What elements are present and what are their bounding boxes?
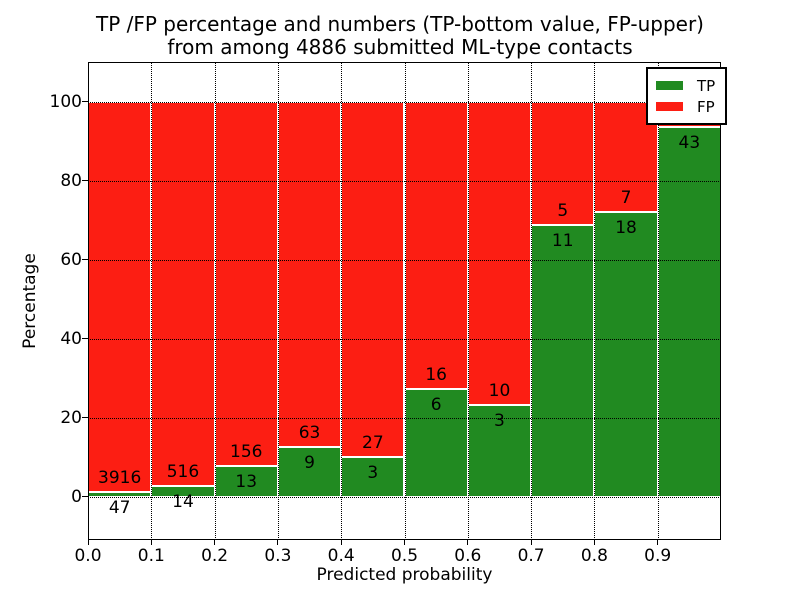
- tp-color-swatch: [656, 81, 683, 90]
- x-tick-label: 0.4: [327, 546, 355, 566]
- tp-count-label-2: 13: [235, 472, 258, 493]
- gridline-vertical: [657, 62, 659, 540]
- bar-segment-tp-9: [657, 127, 721, 497]
- gridline-horizontal: [88, 180, 721, 182]
- y-tick-label: 80: [60, 170, 82, 191]
- fp-count-label-2: 156: [230, 442, 263, 463]
- plot-area: 3916475161415613639273166103511718343: [88, 62, 721, 540]
- bar-segment-fp-3: [277, 101, 342, 448]
- gridline-vertical: [151, 62, 153, 540]
- gridline-horizontal: [88, 101, 721, 103]
- x-tick-label: 0.6: [454, 546, 482, 566]
- legend-entry-tp: TP: [656, 75, 715, 96]
- tp-count-label-0: 47: [108, 497, 131, 518]
- y-axis-tick: [82, 259, 88, 261]
- y-tick-label: 20: [60, 407, 82, 428]
- x-axis-tick: [593, 540, 595, 545]
- x-axis-tick: [340, 540, 342, 545]
- legend-entry-fp: FP: [656, 96, 715, 117]
- x-tick-label: 0.9: [644, 546, 672, 566]
- x-axis-tick: [150, 540, 152, 545]
- gridline-vertical: [531, 62, 533, 540]
- x-axis-tick: [87, 540, 89, 545]
- chart-title-line1: TP /FP percentage and numbers (TP-bottom…: [96, 12, 704, 36]
- bar-segment-tp-2: [214, 466, 278, 497]
- x-axis-tick: [277, 540, 279, 545]
- gridline-horizontal: [88, 496, 721, 498]
- gridline-horizontal: [88, 338, 721, 340]
- bar-segment-fp-6: [467, 101, 532, 406]
- fp-count-label-4: 27: [362, 433, 384, 454]
- legend-label-fp: FP: [697, 97, 715, 116]
- chart-title: TP /FP percentage and numbers (TP-bottom…: [0, 13, 800, 59]
- tp-count-label-8: 18: [615, 218, 637, 239]
- y-tick-label: 60: [60, 249, 82, 270]
- x-axis-tick: [467, 540, 469, 545]
- x-tick-label: 0.8: [580, 546, 608, 566]
- gridline-vertical: [341, 62, 343, 540]
- gridline-vertical: [277, 62, 279, 540]
- fp-color-swatch: [656, 102, 683, 111]
- fp-count-label-5: 16: [425, 364, 447, 385]
- y-tick-label: 40: [60, 328, 82, 349]
- x-axis-label: Predicted probability: [316, 565, 493, 585]
- gridline-horizontal: [88, 417, 721, 419]
- x-tick-label: 0.3: [264, 546, 292, 566]
- tp-count-label-5: 6: [430, 394, 442, 415]
- x-tick-label: 0.2: [201, 546, 229, 566]
- chart-title-line2: from among 4886 submitted ML-type contac…: [167, 35, 633, 59]
- x-tick-label: 0.5: [390, 546, 419, 566]
- fp-count-label-7: 5: [557, 200, 569, 221]
- fp-count-label-6: 10: [488, 381, 511, 402]
- fp-count-label-3: 63: [298, 423, 321, 444]
- bar-segment-tp-8: [594, 212, 658, 497]
- gridline-horizontal: [88, 259, 721, 261]
- bar-segment-fp-1: [151, 101, 215, 487]
- gridline-vertical: [467, 62, 469, 540]
- gridline-vertical: [594, 62, 596, 540]
- y-tick-label: 100: [49, 91, 82, 112]
- y-axis-tick: [82, 417, 88, 419]
- gridline-vertical: [404, 62, 406, 540]
- x-axis-tick: [657, 540, 659, 545]
- legend: TP FP: [646, 67, 728, 125]
- bar-segment-tp-7: [531, 224, 595, 497]
- x-axis-tick: [214, 540, 216, 545]
- fp-count-label-0: 3916: [98, 467, 142, 488]
- bar-segment-fp-0: [88, 101, 152, 492]
- x-tick-label: 0.1: [137, 546, 165, 566]
- bar-segment-fp-4: [341, 101, 405, 458]
- y-axis-label: Percentage: [20, 253, 40, 349]
- x-axis-tick: [530, 540, 532, 545]
- tp-count-label-9: 43: [678, 133, 701, 154]
- y-axis-tick: [82, 496, 88, 498]
- x-tick-label: 0.7: [517, 546, 545, 566]
- tp-count-label-6: 3: [494, 411, 505, 432]
- y-axis-tick: [82, 338, 88, 340]
- x-axis-tick: [404, 540, 405, 545]
- y-axis-tick: [82, 101, 88, 102]
- bar-segment-tp-3: [277, 447, 342, 497]
- fp-count-label-1: 516: [166, 462, 200, 483]
- gridline-vertical: [214, 62, 216, 540]
- tp-count-label-1: 14: [172, 492, 194, 513]
- tp-count-label-3: 9: [304, 453, 315, 474]
- fp-count-label-8: 7: [620, 188, 632, 209]
- bar-segment-fp-2: [214, 101, 278, 467]
- x-tick-label: 0.0: [74, 546, 102, 566]
- y-tick-label: 0: [71, 486, 82, 507]
- bar-segment-fp-5: [404, 101, 468, 389]
- legend-label-tp: TP: [697, 76, 716, 95]
- y-axis-tick: [82, 180, 88, 181]
- tp-count-label-7: 11: [551, 230, 574, 251]
- tp-count-label-4: 3: [367, 463, 379, 484]
